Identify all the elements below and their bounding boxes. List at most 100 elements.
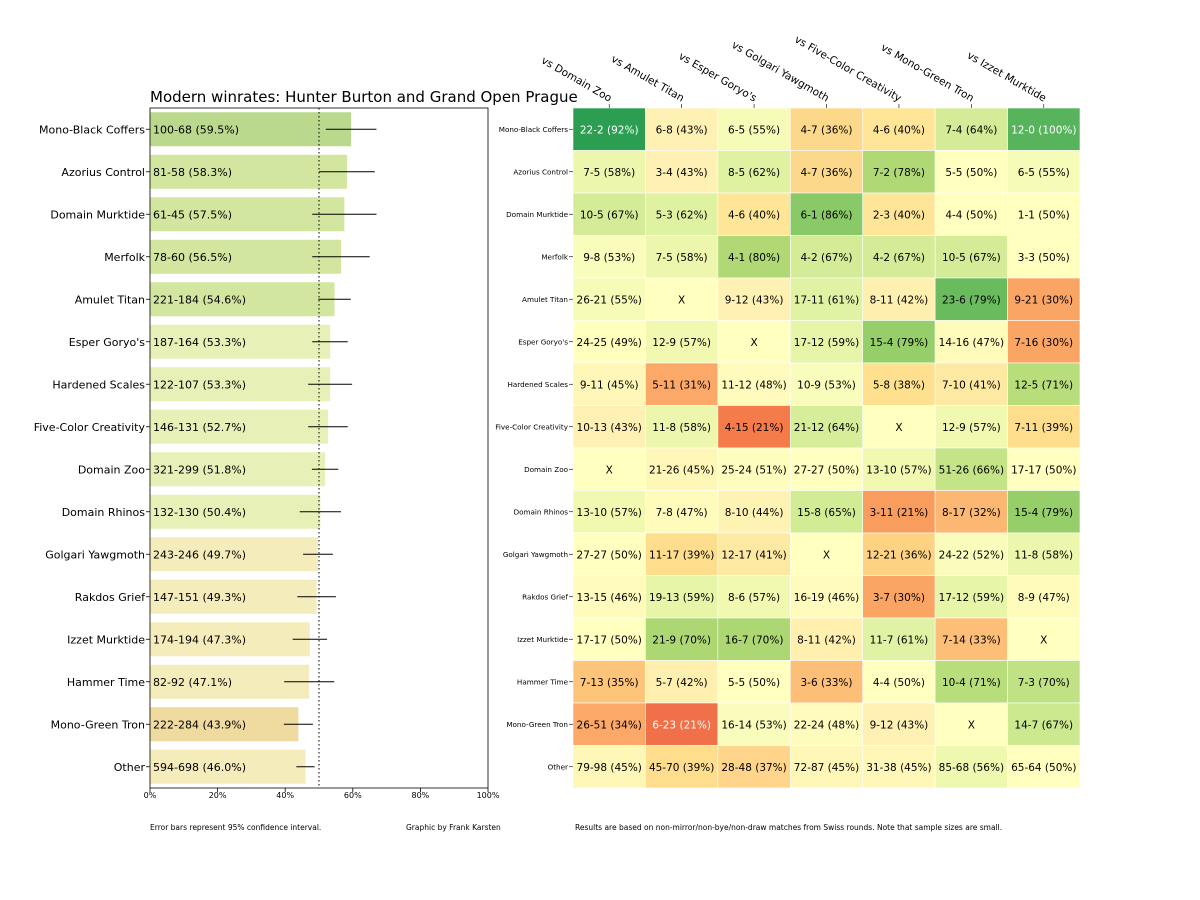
heatmap-cell-label: 28-48 (37%) xyxy=(721,762,786,774)
y-tick-label: Esper Goryo's xyxy=(69,336,145,349)
bar-value-label: 100-68 (59.5%) xyxy=(153,123,239,136)
heatmap-cell-label: 7-10 (41%) xyxy=(942,379,1001,391)
heatmap-row-label: Merfolk xyxy=(541,252,569,261)
heatmap-cell xyxy=(717,702,791,746)
heatmap-cell-label: 11-8 (58%) xyxy=(1014,549,1073,561)
heatmap-cell-label: 4-2 (67%) xyxy=(800,252,852,264)
heatmap-cell-label: 12-5 (71%) xyxy=(1014,379,1073,391)
heatmap-cell-label: 12-9 (57%) xyxy=(942,422,1001,434)
heatmap-cell xyxy=(717,235,791,279)
heatmap-cell-label: 4-7 (36%) xyxy=(800,124,852,136)
heatmap-row-label: Mono-Green Tron xyxy=(506,720,568,729)
heatmap-cell-label: 8-10 (44%) xyxy=(725,507,784,519)
heatmap-cell xyxy=(862,405,936,449)
heatmap-cell xyxy=(934,575,1008,619)
y-tick-label: Mono-Black Coffers xyxy=(39,123,145,136)
heatmap-cell-label: 51-26 (66%) xyxy=(939,464,1004,476)
heatmap-cell-label: 12-9 (57%) xyxy=(652,337,711,349)
heatmap-cell xyxy=(789,575,864,619)
heatmap-cell-label: 8-6 (57%) xyxy=(728,592,780,604)
winrate-bar xyxy=(150,282,335,317)
heatmap-cell-label: 7-14 (33%) xyxy=(942,634,1001,646)
y-tick-label: Amulet Titan xyxy=(75,293,145,306)
heatmap-cell xyxy=(572,192,646,236)
heatmap-cell-label: 6-8 (43%) xyxy=(656,124,708,136)
heatmap-cell xyxy=(862,320,936,364)
heatmap-cell-label: 7-8 (47%) xyxy=(656,507,708,519)
heatmap-cell-label: 6-1 (86%) xyxy=(800,209,852,221)
heatmap-cell-label: 11-12 (48%) xyxy=(721,379,786,391)
heatmap-cell-label: 6-5 (55%) xyxy=(1018,167,1070,179)
heatmap-cell-label: 10-13 (43%) xyxy=(577,422,642,434)
heatmap-cell xyxy=(934,150,1008,194)
x-tick-label: 80% xyxy=(412,791,430,800)
heatmap-cell-label: 8-17 (32%) xyxy=(942,507,1001,519)
heatmap-cell xyxy=(717,745,791,789)
bar-value-label: 81-58 (58.3%) xyxy=(153,166,232,179)
heatmap-cell-label: 17-11 (61%) xyxy=(794,294,859,306)
heatmap-cell-label: 6-23 (21%) xyxy=(652,719,711,731)
winrate-bar xyxy=(150,749,306,784)
heatmap-cell xyxy=(934,235,1008,279)
heatmap-cell xyxy=(1007,617,1081,661)
heatmap-row-label: Hardened Scales xyxy=(507,380,568,389)
heatmap-cell-label: X xyxy=(678,294,685,306)
heatmap-cell-label: 8-11 (42%) xyxy=(797,634,856,646)
heatmap-cell xyxy=(789,702,864,746)
heatmap-cell xyxy=(1007,320,1081,364)
heatmap-row-label: Domain Murktide xyxy=(506,210,568,219)
heatmap-cell-label: 10-4 (71%) xyxy=(942,677,1001,689)
heatmap-cell xyxy=(1007,447,1081,491)
winrate-bar xyxy=(150,409,329,444)
winrate-bar xyxy=(150,239,341,274)
heatmap-cell xyxy=(645,745,719,789)
heatmap-cell-label: 5-8 (38%) xyxy=(873,379,925,391)
y-tick-label: Izzet Murktide xyxy=(67,633,145,646)
heatmap-row-label: Domain Rhinos xyxy=(514,507,569,516)
heatmap-cell-label: 45-70 (39%) xyxy=(649,762,714,774)
heatmap-cell xyxy=(717,575,791,619)
heatmap-cell xyxy=(1007,192,1081,236)
heatmap-cell xyxy=(717,192,791,236)
heatmap-cell xyxy=(572,362,646,406)
heatmap-cell-label: X xyxy=(1040,634,1047,646)
x-tick-label: 100% xyxy=(477,791,500,800)
bar-value-label: 594-698 (46.0%) xyxy=(153,761,246,774)
heatmap-cell-label: 79-98 (45%) xyxy=(577,762,642,774)
bar-value-label: 243-246 (49.7%) xyxy=(153,548,246,561)
heatmap-cell xyxy=(717,320,791,364)
heatmap-cell xyxy=(1007,150,1081,194)
bar-value-label: 221-184 (54.6%) xyxy=(153,293,246,306)
y-tick-label: Hammer Time xyxy=(67,676,145,689)
bar-value-label: 222-284 (43.9%) xyxy=(153,718,246,731)
heatmap-cell-label: 26-51 (34%) xyxy=(577,719,642,731)
heatmap-cell xyxy=(862,745,936,789)
heatmap-cell-label: 21-12 (64%) xyxy=(794,422,859,434)
heatmap-cell xyxy=(1007,235,1081,279)
heatmap-cell xyxy=(934,192,1008,236)
heatmap-cell xyxy=(934,702,1008,746)
heatmap-cell xyxy=(645,490,719,534)
heatmap-cell-label: 9-12 (43%) xyxy=(725,294,784,306)
footnote-results: Results are based on non-mirror/non-bye/… xyxy=(575,823,1002,832)
heatmap-cell-label: 13-10 (57%) xyxy=(866,464,931,476)
bar-value-label: 147-151 (49.3%) xyxy=(153,591,246,604)
heatmap-cell xyxy=(934,660,1008,704)
heatmap-cell xyxy=(789,150,864,194)
heatmap-cell-label: 8-5 (62%) xyxy=(728,167,780,179)
heatmap-cell xyxy=(1007,532,1081,576)
bar-value-label: 187-164 (53.3%) xyxy=(153,336,246,349)
y-tick-label: Other xyxy=(114,761,146,774)
heatmap-cell xyxy=(1007,745,1081,789)
heatmap-cell-label: 4-7 (36%) xyxy=(800,167,852,179)
heatmap-cell-label: 1-1 (50%) xyxy=(1018,209,1070,221)
bar-value-label: 146-131 (52.7%) xyxy=(153,421,246,434)
bar-value-label: 321-299 (51.8%) xyxy=(153,463,246,476)
y-tick-label: Azorius Control xyxy=(61,166,145,179)
winrate-bar xyxy=(150,494,321,529)
heatmap-cell-label: 16-14 (53%) xyxy=(721,719,786,731)
heatmap-cell xyxy=(717,447,791,491)
heatmap-cell xyxy=(645,447,719,491)
heatmap-cell-label: 25-24 (51%) xyxy=(721,464,786,476)
y-tick-label: Mono-Green Tron xyxy=(51,718,145,731)
